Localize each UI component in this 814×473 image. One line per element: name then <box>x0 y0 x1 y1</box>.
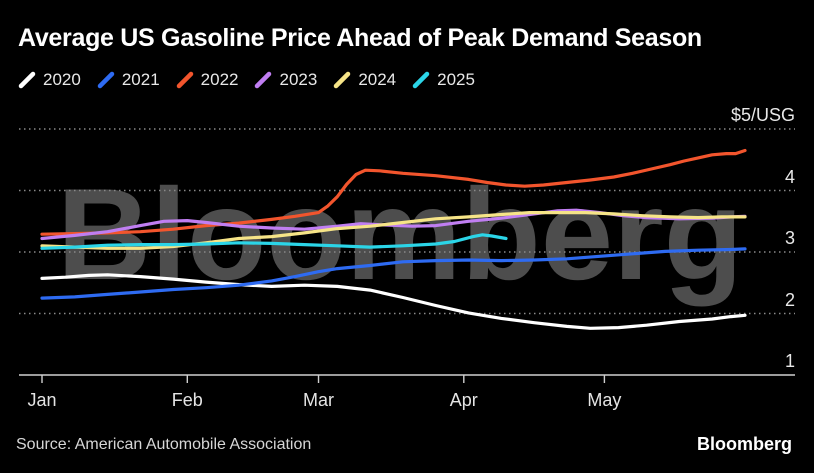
x-axis-label-feb: Feb <box>171 390 203 410</box>
legend-label: 2021 <box>121 70 160 89</box>
legend-slash-icon <box>334 71 351 89</box>
x-axis-label-apr: Apr <box>449 390 478 410</box>
y-axis-label-3: 3 <box>784 228 795 248</box>
legend-item-2025: 2025 <box>412 70 475 90</box>
legend-item-2023: 2023 <box>254 70 317 90</box>
x-axis-label-mar: Mar <box>303 390 334 410</box>
series-line-2020 <box>40 273 747 330</box>
chart-legend: 2020 2021 2022 2023 2024 2025 <box>18 70 475 90</box>
legend-label: 2020 <box>43 70 81 89</box>
series-line-2024 <box>40 211 747 250</box>
legend-label: 2025 <box>437 70 475 89</box>
chart-title: Average US Gasoline Price Ahead of Peak … <box>18 24 702 52</box>
legend-item-2024: 2024 <box>333 70 396 90</box>
bloomberg-logo: Bloomberg <box>696 434 792 454</box>
y-axis-label-1: 1 <box>784 351 795 371</box>
legend-item-2022: 2022 <box>176 70 239 90</box>
legend-slash-icon <box>97 71 115 89</box>
series-line-2025 <box>40 233 508 250</box>
legend-slash-icon <box>176 71 193 89</box>
legend-label: 2023 <box>279 70 318 89</box>
legend-item-2020: 2020 <box>18 70 81 90</box>
y-axis-label-5: $5/USG <box>730 105 795 125</box>
series-line-2021 <box>40 247 747 300</box>
x-axis-label-jan: Jan <box>27 390 57 410</box>
y-axis-label-2: 2 <box>784 289 795 310</box>
legend-item-2021: 2021 <box>97 70 160 90</box>
legend-slash-icon <box>412 71 430 89</box>
y-axis-label-4: 4 <box>784 166 795 187</box>
bloomberg-watermark: Bloomberg <box>57 161 743 307</box>
x-axis-label-may: May <box>587 390 622 410</box>
legend-label: 2022 <box>200 70 239 89</box>
legend-label: 2024 <box>358 70 397 89</box>
legend-slash-icon <box>18 71 36 89</box>
legend-slash-icon <box>255 71 272 89</box>
source-note: Source: American Automobile Association <box>16 436 312 453</box>
